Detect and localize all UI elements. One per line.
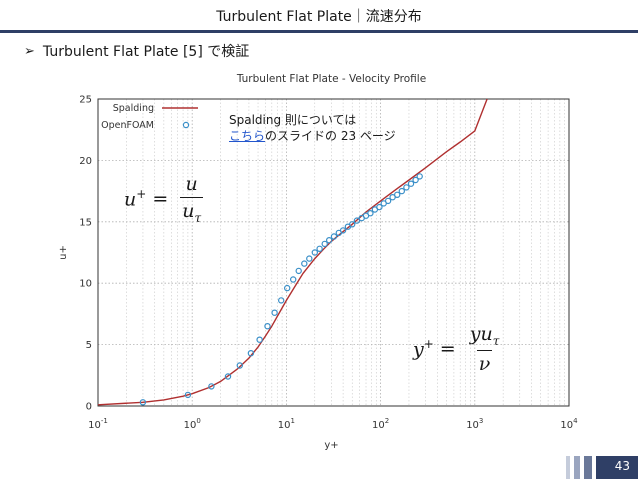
note-line-1: Spalding 則については xyxy=(229,113,357,127)
series-line-spalding xyxy=(98,99,488,406)
data-point-openfoam xyxy=(398,187,405,195)
uplus-equation: u+ = u uτ xyxy=(124,173,204,225)
data-point-openfoam xyxy=(264,323,271,330)
data-point-openfoam xyxy=(306,255,313,262)
data-point-openfoam xyxy=(353,217,361,224)
bullet-item: ➢ Turbulent Flat Plate [5] で検証 xyxy=(24,41,249,61)
data-point-openfoam xyxy=(311,249,318,256)
page-number: 43 xyxy=(614,459,630,473)
uplus-numerator: u xyxy=(185,173,198,195)
data-point-openfoam xyxy=(326,236,333,244)
spalding-note: Spalding 則については こちらのスライドの 23 ページ xyxy=(229,112,396,144)
plot-area xyxy=(98,99,569,406)
x-tick-label: 102 xyxy=(372,417,389,431)
arrow-bullet-icon: ➢ xyxy=(24,43,35,59)
data-point-openfoam xyxy=(407,180,415,187)
title-rule xyxy=(0,30,638,33)
y-tick-label: 10 xyxy=(79,279,92,290)
x-tick-label: 10-1 xyxy=(88,417,108,431)
data-point-openfoam xyxy=(367,209,374,217)
yplus-numerator: yuτ xyxy=(469,323,500,348)
data-point-openfoam xyxy=(208,383,215,390)
uplus-equals: = xyxy=(152,187,169,210)
data-point-openfoam xyxy=(394,191,401,198)
data-point-openfoam xyxy=(412,176,419,184)
data-point-openfoam xyxy=(256,336,263,343)
data-point-openfoam xyxy=(301,260,308,267)
y-tick-label: 25 xyxy=(79,95,92,106)
data-point-openfoam xyxy=(316,245,323,252)
data-point-openfoam xyxy=(284,284,291,292)
data-point-openfoam xyxy=(416,173,423,180)
legend-label-spalding: Spalding xyxy=(113,103,154,114)
data-point-openfoam xyxy=(349,221,356,228)
data-point-openfoam xyxy=(376,203,383,211)
yplus-denominator: ν xyxy=(476,349,493,375)
chart-title: Turbulent Flat Plate - Velocity Profile xyxy=(236,73,426,85)
data-point-openfoam xyxy=(224,373,232,380)
x-tick-label: 100 xyxy=(184,417,201,431)
data-point-openfoam xyxy=(295,267,302,275)
y-tick-label: 20 xyxy=(79,156,92,167)
uplus-denominator: uτ xyxy=(180,197,204,225)
uplus-fraction: u uτ xyxy=(180,173,204,225)
yplus-equation: y+ = yuτ ν xyxy=(413,323,501,375)
slides-link[interactable]: こちら xyxy=(229,129,266,143)
data-point-openfoam xyxy=(290,276,297,283)
x-tick-label: 104 xyxy=(560,417,578,431)
data-point-openfoam xyxy=(278,297,285,304)
y-tick-label: 15 xyxy=(79,217,92,228)
note-line-2: こちらのスライドの 23 ページ xyxy=(229,128,396,144)
legend-label-openfoam: OpenFOAM xyxy=(101,120,154,131)
data-point-openfoam xyxy=(271,309,278,316)
note-line-2-rest: のスライドの 23 ページ xyxy=(265,129,396,143)
data-point-openfoam xyxy=(139,399,147,406)
uplus-lhs: u+ xyxy=(124,187,147,211)
data-point-openfoam xyxy=(330,233,338,240)
data-point-openfoam xyxy=(403,184,410,191)
data-point-openfoam xyxy=(339,227,347,234)
yplus-lhs: y+ xyxy=(413,337,434,361)
x-tick-label: 103 xyxy=(466,417,483,431)
bullet-text: Turbulent Flat Plate [5] で検証 xyxy=(42,44,250,60)
data-point-openfoam xyxy=(321,240,328,248)
data-point-openfoam xyxy=(247,350,255,357)
plot-frame xyxy=(97,98,570,407)
x-tick-label: 101 xyxy=(278,417,295,431)
x-axis-label: y+ xyxy=(324,440,338,451)
legend-swatch-openfoam xyxy=(182,121,190,129)
yplus-equals: = xyxy=(439,337,456,360)
data-point-openfoam xyxy=(236,362,243,369)
yplus-fraction: yuτ ν xyxy=(468,323,502,375)
data-point-openfoam xyxy=(384,197,392,205)
y-axis-label: u+ xyxy=(58,245,69,260)
page-number-bar xyxy=(558,456,638,479)
y-tick-label: 5 xyxy=(86,340,92,351)
y-tick-label: 0 xyxy=(86,402,92,413)
slide-title: Turbulent Flat Plate｜流速分布 xyxy=(216,9,422,25)
data-point-openfoam xyxy=(184,391,192,399)
